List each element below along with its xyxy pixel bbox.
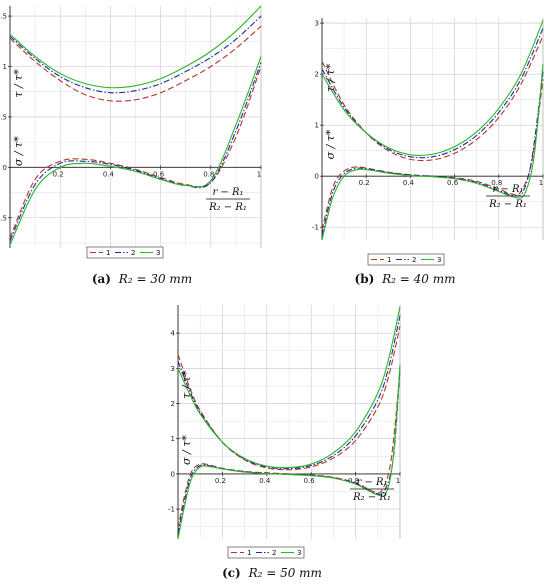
sigma-series [177, 364, 401, 540]
xlabel-denominator: R₂ − R₁ [208, 202, 247, 213]
y-tick-label: 0 [315, 173, 319, 181]
sigma-series [321, 63, 544, 241]
tau-series [177, 306, 401, 471]
tau-line-2 [9, 15, 262, 94]
tau-series [9, 5, 262, 102]
sigma-line-3 [9, 56, 262, 246]
xlabel-denominator: R₂ − R₁ [488, 199, 527, 210]
y-tick-label: -1 [168, 506, 175, 514]
x-tick-label: 1 [539, 179, 543, 187]
legend-box [367, 253, 445, 266]
x-tick-label: 0.8 [491, 179, 502, 187]
caption-c: (c) R₂ = 50 mm [222, 566, 322, 580]
x-tick-label: 0.2 [53, 170, 64, 178]
legend-label-2: 2 [412, 256, 416, 264]
y-tick-label: 0 [3, 164, 7, 172]
x-tick-label: 0.4 [259, 477, 271, 485]
x-tick-label: 0.4 [103, 170, 115, 178]
tau-line-1 [321, 35, 544, 162]
panel-b: 0.2 0.4 0.6 0.8 1 -1 0 1 2 3 τ / τ* σ / τ* r − R₁ R₂ … [312, 18, 544, 266]
tau-line-2 [177, 315, 401, 470]
sigma-series [9, 56, 262, 246]
legend-box [227, 546, 305, 559]
y-tick-label: 2 [315, 71, 319, 79]
ylabel-sigma: σ / τ* [180, 435, 193, 465]
caption-b: (b) R₂ = 40 mm [355, 272, 456, 286]
y-tick-label: 2 [171, 400, 175, 408]
x-tick-label: 0.2 [215, 477, 226, 485]
xlabel-denominator: R₂ − R₁ [352, 492, 391, 503]
y-tick-label: 1 [171, 435, 175, 443]
legend-label-1: 1 [387, 256, 391, 264]
xlabel-numerator: r − R₁ [356, 477, 387, 488]
tau-line-1 [9, 25, 262, 102]
y-tick-label: 0 [171, 470, 175, 478]
caption-a: (a) R₂ = 30 mm [92, 272, 192, 286]
ylabel-tau: τ / τ* [324, 63, 337, 92]
xlabel-numerator: r − R₁ [492, 184, 523, 195]
legend-label-2: 2 [272, 549, 276, 557]
y-tick-label: 3 [315, 20, 319, 28]
x-tick-label: 0.4 [403, 179, 415, 187]
y-tick-label: 1 [315, 122, 319, 130]
x-tick-label: 0.6 [153, 170, 165, 178]
grid [178, 305, 400, 539]
xlabel-numerator: r − R₁ [212, 187, 243, 198]
x-tick-label: 1 [257, 170, 261, 178]
sigma-line-1 [177, 371, 401, 529]
x-tick-label: 1 [396, 477, 400, 485]
ylabel-sigma: σ / τ* [12, 136, 25, 166]
legend-label-2: 2 [131, 249, 135, 257]
sigma-line-1 [9, 66, 262, 239]
sigma-line-2 [321, 71, 544, 236]
panel-a: 0.2 0.4 0.6 0.8 1 -0.5 0 0.5 1 1.5 τ / τ* σ / τ* r −… [0, 5, 262, 259]
tau-line-3 [9, 5, 262, 89]
legend: 1 2 3 [86, 246, 164, 259]
y-tick-label: 3 [171, 365, 175, 373]
y-tick-label: 4 [171, 330, 176, 338]
tau-line-3 [321, 20, 544, 157]
legend: 1 2 3 [367, 253, 445, 266]
legend-label-1: 1 [247, 549, 251, 557]
tau-line-1 [177, 325, 401, 471]
tau-series [321, 20, 544, 162]
legend-label-3: 3 [156, 249, 160, 257]
x-tick-label: 0.8 [348, 477, 359, 485]
sigma-line-3 [177, 364, 401, 540]
x-tick-label: 0.6 [447, 179, 459, 187]
panel-c: 0.2 0.4 0.6 0.8 1 -1 0 1 2 3 4 τ / τ* σ / τ* r − R₁ R₂… [168, 305, 401, 559]
tau-line-2 [321, 27, 544, 159]
ylabel-tau: τ / τ* [12, 69, 25, 98]
legend-label-3: 3 [297, 549, 301, 557]
ylabel-sigma: σ / τ* [324, 129, 337, 159]
ylabel-tau: τ / τ* [180, 370, 193, 399]
y-tick-label: 1.5 [0, 13, 7, 21]
sigma-line-3 [321, 63, 544, 241]
x-tick-label: 0.2 [359, 179, 370, 187]
y-tick-label: -1 [312, 224, 319, 232]
y-tick-label: -0.5 [0, 214, 7, 222]
y-tick-label: 1 [3, 63, 7, 71]
legend-box [86, 246, 164, 259]
tau-line-3 [177, 306, 401, 469]
x-tick-label: 0.8 [203, 170, 214, 178]
legend-label-3: 3 [437, 256, 441, 264]
legend: 1 2 3 [227, 546, 305, 559]
grid [322, 18, 543, 240]
x-tick-label: 0.6 [304, 477, 316, 485]
legend-label-1: 1 [106, 249, 110, 257]
y-tick-label: 0.5 [0, 113, 7, 121]
sigma-line-2 [9, 62, 262, 242]
